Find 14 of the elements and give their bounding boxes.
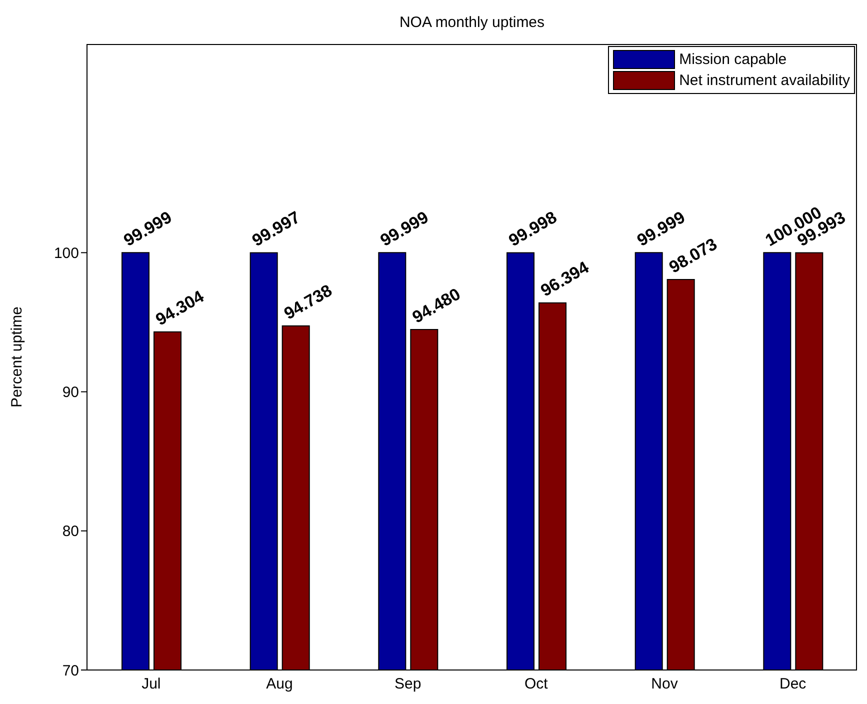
x-tick-label: Aug	[266, 676, 293, 693]
y-tick-label: 100	[54, 244, 79, 262]
legend-label: Mission capable	[679, 51, 787, 68]
y-tick-label: 70	[62, 662, 79, 680]
x-tick-label: Sep	[394, 676, 422, 693]
y-axis-title: Percent uptime	[8, 306, 26, 408]
y-tick-label: 80	[62, 523, 79, 540]
x-tick-label: Nov	[651, 676, 678, 693]
x-tick-label: Oct	[524, 676, 549, 693]
chart-title: NOA monthly uptimes	[398, 14, 546, 31]
legend-label: Net instrument availability	[679, 72, 850, 89]
y-tick-label: 90	[62, 384, 79, 402]
x-tick-label: Dec	[779, 676, 807, 693]
x-tick-label: Jul	[142, 676, 161, 693]
